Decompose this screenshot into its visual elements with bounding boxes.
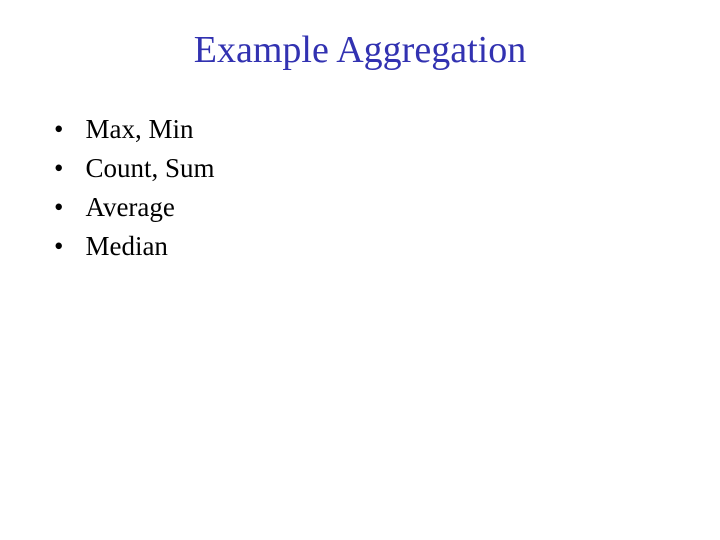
slide-container: Example Aggregation • Max, Min • Count, …	[0, 0, 720, 540]
bullet-text: Count, Sum	[85, 149, 214, 188]
bullet-text: Max, Min	[85, 110, 193, 149]
bullet-icon: •	[54, 149, 63, 188]
list-item: • Median	[54, 227, 720, 266]
bullet-icon: •	[54, 188, 63, 227]
bullet-icon: •	[54, 110, 63, 149]
bullet-list: • Max, Min • Count, Sum • Average • Medi…	[0, 110, 720, 267]
bullet-text: Median	[85, 227, 167, 266]
list-item: • Max, Min	[54, 110, 720, 149]
bullet-icon: •	[54, 227, 63, 266]
slide-title: Example Aggregation	[0, 28, 720, 72]
list-item: • Average	[54, 188, 720, 227]
bullet-text: Average	[85, 188, 174, 227]
list-item: • Count, Sum	[54, 149, 720, 188]
